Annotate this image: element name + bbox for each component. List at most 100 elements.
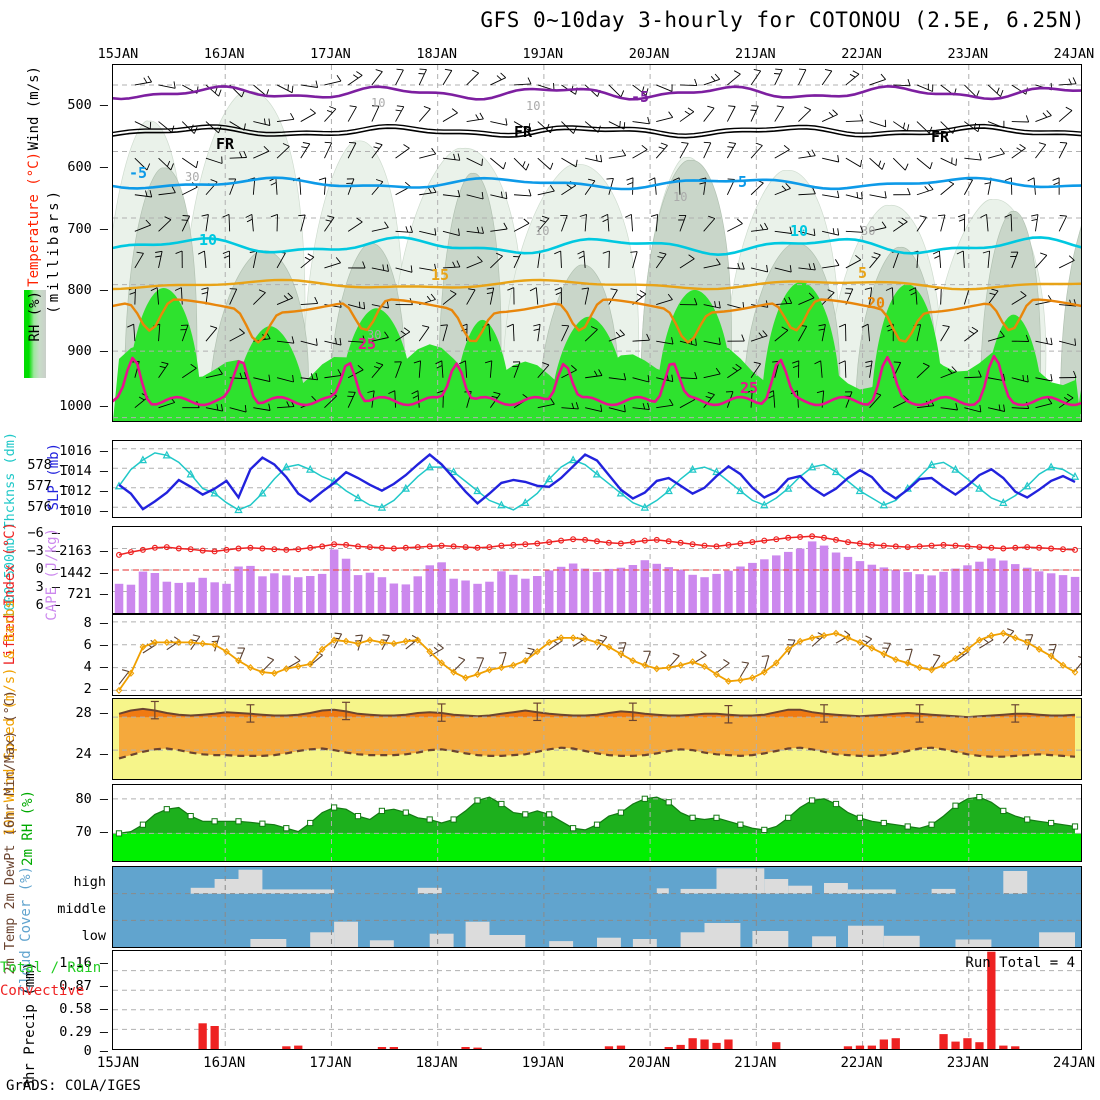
precip-panel[interactable]: Run Total = 4 (112, 950, 1082, 1050)
cloud-row-middle: middle (57, 901, 106, 917)
cape-ytick-721: 721 – (67, 586, 108, 602)
precip-ytick-029: 0.29 – (59, 1024, 108, 1040)
upper-air-svg: FR FR FR -5 -5 5 5 10 10 15 20 25 25 10 10 30 10 10 30 30 (113, 65, 1081, 421)
contour-label-25: 25 (358, 335, 376, 353)
contour-label-10: 10 (199, 231, 217, 249)
contour-label-30: 30 (861, 224, 875, 238)
contour-label-10: 10 (673, 190, 687, 204)
date-tick-16jan: 16JAN (203, 1055, 246, 1071)
date-tick-18jan: 18JAN (415, 1055, 458, 1071)
slp-ytick-1010: 1010 – (59, 503, 108, 519)
ua-legend-wind: Wind (m/s) (26, 66, 42, 151)
contour-label-30: 30 (185, 170, 199, 184)
contour-label-m5: -5 (631, 88, 649, 106)
thk-ytick-577: 577 – (27, 478, 68, 494)
li-ytick-0: 0 – (35, 561, 60, 577)
contour-label-5: 5 (858, 264, 867, 282)
precip-legend-total: Total / Rain (0, 960, 102, 976)
precip-ytick-087: 0.87 – (59, 978, 108, 994)
date-tick-20jan: 20JAN (628, 46, 670, 62)
date-tick-22jan: 22JAN (840, 1055, 883, 1071)
date-tick-23jan: 23JAN (946, 1055, 989, 1071)
thk-ytick-576: 576 – (27, 499, 68, 515)
date-tick-24jan: 24JAN (1052, 1055, 1096, 1071)
temp-2m-svg (113, 699, 1081, 779)
cape-lifted-index-panel[interactable] (112, 526, 1082, 614)
wind-ytick-8: 8 – (83, 615, 108, 631)
li-ytick-m3: −3 – (27, 543, 60, 559)
contour-label-15: 15 (431, 266, 449, 284)
contour-label-m5: -5 (129, 164, 147, 182)
ua-ytick-700: 700 – (67, 221, 108, 237)
contour-label-30: 30 (367, 328, 381, 342)
rh-2m-panel[interactable] (112, 784, 1082, 862)
date-tick-24jan: 24JAN (1053, 46, 1095, 62)
cloud-cover-svg (113, 867, 1081, 947)
temp-2m-panel[interactable] (112, 698, 1082, 780)
li-ytick-6: 6 – (35, 597, 60, 613)
ua-ytick-500: 500 – (67, 97, 108, 113)
cloud-cover-panel[interactable] (112, 866, 1082, 948)
contour-label-FR: FR (931, 128, 950, 146)
contour-label-10: 10 (371, 96, 385, 110)
ua-ytick-1000: 1000 – (59, 398, 108, 414)
footer-credit: GrADS: COLA/IGES (6, 1078, 141, 1094)
top-date-axis: 15JAN 16JAN 17JAN 18JAN 19JAN 20JAN 21JAN 22JAN… (98, 46, 1095, 62)
bottom-date-axis: 15JAN 16JAN 17JAN 18JAN 19JAN 20JAN 21JAN 22JAN… (97, 1055, 1095, 1073)
slp-ytick-1014: 1014 – (59, 463, 108, 479)
date-tick-19jan: 19JAN (522, 46, 564, 62)
slp-thickness-panel[interactable] (112, 440, 1082, 518)
date-tick-21jan: 21JAN (734, 1055, 777, 1071)
date-tick-23jan: 23JAN (947, 46, 989, 62)
cape-li-svg (113, 527, 1081, 613)
precip-legend-convective: Convective (0, 983, 85, 999)
wind-ytick-2: 2 – (83, 681, 108, 697)
precip-svg (113, 951, 1081, 1049)
cloud-row-high: high (73, 874, 106, 890)
contour-label-10: 10 (526, 99, 540, 113)
cape-ytick-1442: 1442 – (59, 565, 108, 581)
rh-ytick-80: 80 – (75, 791, 108, 807)
temp-2m-axis-title: 2m Temp 2m DewPt (6hr Min/Max) (°C) (2, 690, 18, 975)
temp-ytick-28: 28 – (75, 705, 108, 721)
contour-label-FR: FR (216, 135, 235, 153)
date-tick-22jan: 22JAN (841, 46, 882, 62)
date-tick-17jan: 17JAN (309, 1055, 352, 1071)
page-title: GFS 0~10day 3-hourly for COTONOU (2.5E, … (480, 8, 1085, 32)
slp-ytick-1012: 1012 – (59, 483, 108, 499)
cape-axis-title: CAPE (J/kg) (44, 528, 60, 621)
wind-ytick-4: 4 – (83, 659, 108, 675)
slp-ytick-1016: 1016 – (59, 443, 108, 459)
date-tick-21jan: 21JAN (735, 46, 776, 62)
contour-label-5: 5 (738, 173, 747, 191)
date-tick-20jan: 20JAN (628, 1055, 671, 1071)
ua-legend-rh: RH (%) (24, 290, 46, 378)
precip-ytick-058: 0.58 – (59, 1001, 108, 1017)
temp-ytick-24: 24 – (75, 746, 108, 762)
date-tick-16jan: 16JAN (203, 46, 245, 62)
rh-2m-axis-title: 2m RH (%) (20, 790, 36, 866)
precip-ytick-116: 1.16 – (59, 955, 108, 971)
wind-10m-svg (113, 615, 1081, 695)
precip-axis-title: 3hr Precip (mm) (22, 962, 38, 1089)
ua-legend-temperature: Temperature (°C) (26, 152, 42, 287)
contour-label-FR: FR (514, 123, 533, 141)
li-ytick-m6: −6 – (27, 525, 60, 541)
run-total-label: Run Total = 4 (965, 955, 1075, 971)
contour-label-10: 10 (790, 222, 808, 240)
cloud-row-low: low (81, 928, 106, 944)
rh-2m-svg (113, 785, 1081, 861)
contour-label-10: 10 (535, 224, 549, 238)
wind-10m-panel[interactable] (112, 614, 1082, 696)
rh-ytick-70: 70 – (75, 824, 108, 840)
date-tick-15jan: 15JAN (96, 1055, 140, 1071)
cape-ytick-2163: 2163 – (59, 543, 108, 559)
date-tick-17jan: 17JAN (310, 46, 351, 62)
li-ytick-3: 3 – (35, 579, 60, 595)
contour-label-25: 25 (740, 379, 758, 397)
upper-air-panel[interactable]: FR FR FR -5 -5 5 5 10 10 15 20 25 25 10 10 30 10 10 30 30 (112, 64, 1082, 422)
thk-ytick-578: 578 – (27, 457, 68, 473)
slp-axis-title: SLP (mb) (46, 443, 62, 511)
precip-ytick-0: 0 – (83, 1043, 108, 1059)
date-tick-18jan: 18JAN (416, 46, 457, 62)
